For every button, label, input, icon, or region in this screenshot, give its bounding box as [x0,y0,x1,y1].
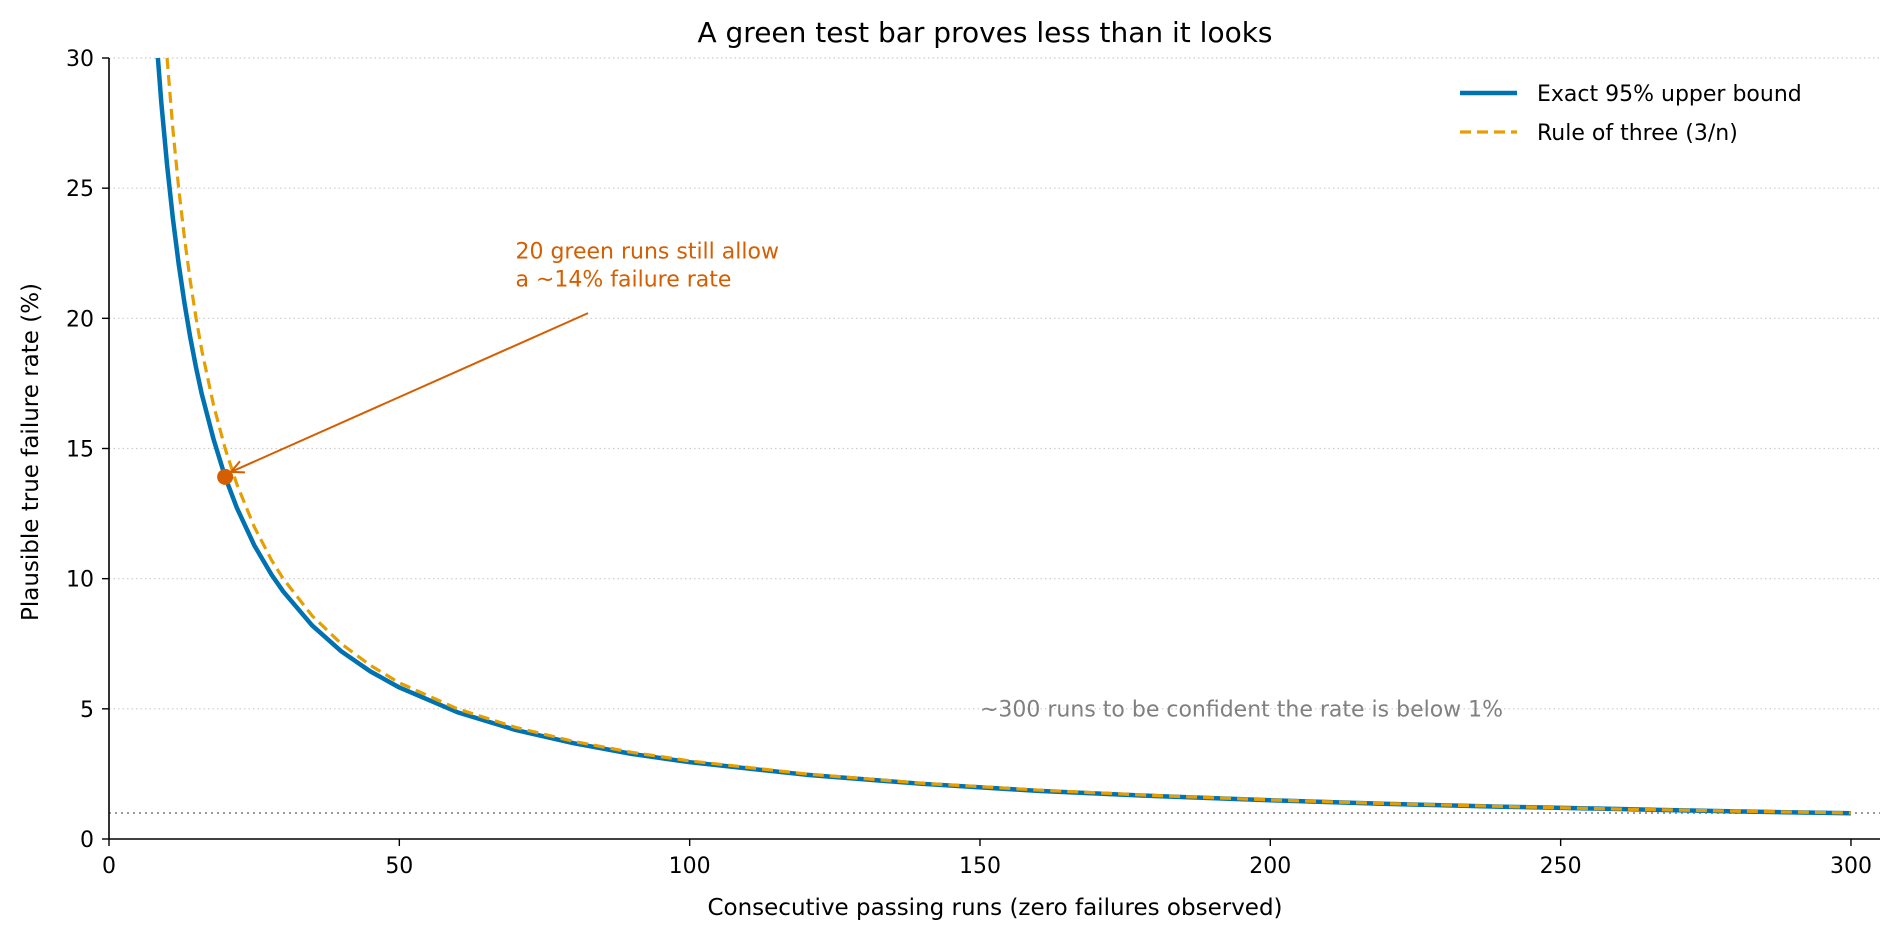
tick-labels: 0 50 100 150 200 250 300 0 5 10 15 20 25 30 [66,47,1872,879]
x-tick-label: 50 [385,854,413,879]
x-tick-label: 200 [1249,854,1291,879]
y-tick-label: 15 [66,438,94,463]
series-group [155,58,1852,816]
x-tick-label: 100 [669,854,711,879]
legend-label: Exact 95% upper bound [1537,82,1802,107]
x-tick-label: 0 [102,854,116,879]
highlight-annotation-line: 20 green runs still allow [515,239,778,264]
annotations: 20 green runs still allow a ~14% failure … [228,239,1503,723]
highlight-annotation-line: a ~14% failure rate [515,267,731,292]
y-tick-label: 5 [80,698,94,723]
legend-label: Rule of three (3/n) [1537,121,1738,146]
x-axis-label: Consecutive passing runs (zero failures … [707,895,1282,921]
highlight-group [217,468,234,485]
gridlines [109,57,1880,710]
x-tick-label: 250 [1540,854,1582,879]
y-tick-label: 0 [80,828,94,853]
y-tick-label: 20 [66,307,94,332]
chart-title: A green test bar proves less than it loo… [697,16,1272,49]
y-axis-label: Plausible true failure rate (%) [18,283,44,621]
highlight-point [217,468,234,485]
reference-annotation-line: ~300 runs to be confident the rate is be… [980,698,1503,723]
annotation-arrow [230,312,589,473]
y-tick-label: 30 [66,47,94,72]
legend: Exact 95% upper bound Rule of three (3/n) [1460,82,1802,146]
x-tick-label: 150 [959,854,1001,879]
y-tick-label: 25 [66,177,94,202]
annotation-arrowhead [228,460,245,474]
y-tick-label: 10 [66,568,94,593]
x-tick-label: 300 [1830,854,1872,879]
